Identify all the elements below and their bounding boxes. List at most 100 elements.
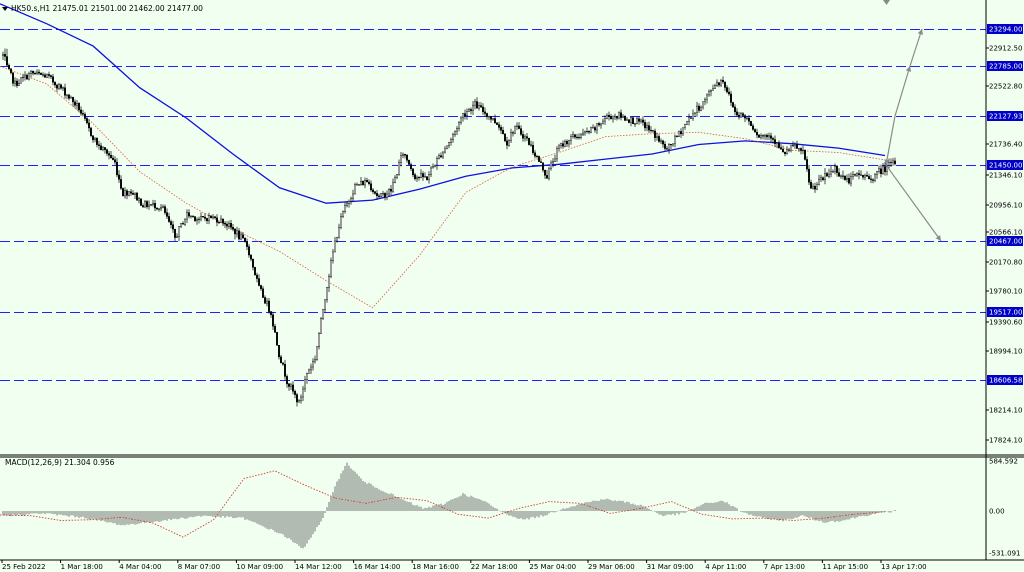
candle-body (624, 115, 627, 121)
candle-body (398, 162, 401, 175)
candle-body (850, 176, 853, 184)
candle-body (536, 155, 539, 157)
candle-body (264, 297, 267, 304)
candle-body (596, 123, 599, 131)
candle-body (550, 162, 553, 170)
level-price-label: 20467.00 (989, 238, 1022, 246)
forecast-arrow-line[interactable] (885, 164, 942, 242)
candle-body (256, 274, 259, 279)
candle-body (668, 144, 671, 150)
candle-body (288, 383, 291, 387)
level-price-badge[interactable] (987, 61, 1023, 71)
candle-body (215, 217, 218, 223)
candle-body (296, 394, 299, 403)
candle-body (644, 122, 647, 129)
candle-body (231, 227, 234, 230)
candle-body (221, 218, 224, 224)
forecast-arrow-line[interactable] (894, 65, 911, 117)
candle-body (840, 175, 843, 177)
candle-body (824, 173, 827, 180)
candle-body (308, 369, 311, 374)
candle-body (245, 241, 248, 247)
candle-body (766, 134, 769, 138)
candle-body (155, 207, 158, 210)
candle-body (784, 151, 787, 155)
forecast-arrow-line[interactable] (909, 28, 923, 67)
candle-body (614, 116, 617, 118)
candle-body (626, 119, 629, 121)
level-price-badge[interactable] (987, 307, 1023, 317)
candle-body (302, 388, 305, 398)
candle-body (882, 166, 885, 174)
candle-body (428, 174, 431, 181)
candle-body (396, 173, 399, 178)
forecast-arrowhead-icon[interactable] (905, 66, 912, 72)
candle-body (44, 74, 47, 78)
candle-body (81, 113, 84, 115)
candle-body (127, 191, 130, 196)
time-tick-label: 11 Apr 15:00 (822, 563, 868, 571)
candle-body (292, 384, 295, 392)
forecast-arrows[interactable] (883, 0, 942, 242)
candle-body (175, 236, 178, 238)
candle-body (73, 101, 76, 106)
level-price-badge[interactable] (987, 160, 1023, 170)
forecast-arrowhead-icon[interactable] (884, 159, 890, 165)
candle-body (662, 140, 665, 145)
level-price-badge[interactable] (987, 111, 1023, 121)
candle-body (814, 185, 817, 190)
level-price-badge[interactable] (987, 24, 1023, 34)
candle-body (46, 74, 49, 78)
level-price-badge[interactable] (987, 236, 1023, 246)
candle-body (26, 74, 29, 80)
candle-body (223, 222, 226, 225)
time-tick-label: 22 Mar 18:00 (471, 563, 518, 571)
forecast-arrowhead-icon[interactable] (917, 29, 923, 35)
candle-body (848, 177, 851, 184)
candle-body (692, 113, 695, 119)
candle-body (866, 175, 869, 177)
candle-body (52, 76, 55, 83)
candle-body (650, 129, 653, 131)
candle-body (750, 121, 753, 127)
candle-body (734, 106, 737, 113)
candle-body (776, 142, 779, 144)
candle-body (370, 183, 373, 191)
candle-body (101, 147, 104, 151)
level-lines[interactable] (0, 29, 986, 381)
dropdown-triangle-icon[interactable] (2, 7, 8, 11)
candle-body (185, 212, 188, 220)
candle-body (251, 258, 254, 268)
candle-body (458, 122, 461, 129)
candle-body (548, 168, 551, 179)
candle-body (408, 159, 411, 165)
candle-body (890, 162, 893, 164)
price-tick-label: 20170.80 (989, 259, 1022, 267)
scroll-marker-icon[interactable] (883, 0, 890, 5)
candle-body (586, 131, 589, 133)
candle-body (682, 127, 685, 135)
candle-body (702, 101, 705, 108)
candle-body (446, 145, 449, 150)
candle-body (506, 140, 509, 146)
forecast-arrowhead-icon[interactable] (935, 235, 941, 241)
candle-body (864, 175, 867, 178)
candle-body (135, 192, 138, 201)
candle-body (518, 125, 521, 129)
macd-tick-label: 0.00 (989, 508, 1005, 516)
candle-body (243, 237, 246, 243)
candle-body (540, 161, 543, 163)
candle-body (225, 223, 228, 227)
candle-body (278, 345, 281, 358)
time-tick-label: 13 Apr 17:00 (881, 563, 927, 571)
candle-body (716, 82, 719, 86)
level-price-badge[interactable] (987, 375, 1023, 385)
price-tick-label: 18994.10 (989, 348, 1022, 356)
candle-body (16, 80, 19, 86)
candle-body (532, 145, 535, 153)
candle-body (546, 175, 549, 179)
forecast-arrow-line[interactable] (885, 115, 896, 166)
candle-body (510, 132, 513, 141)
candle-body (89, 127, 92, 136)
